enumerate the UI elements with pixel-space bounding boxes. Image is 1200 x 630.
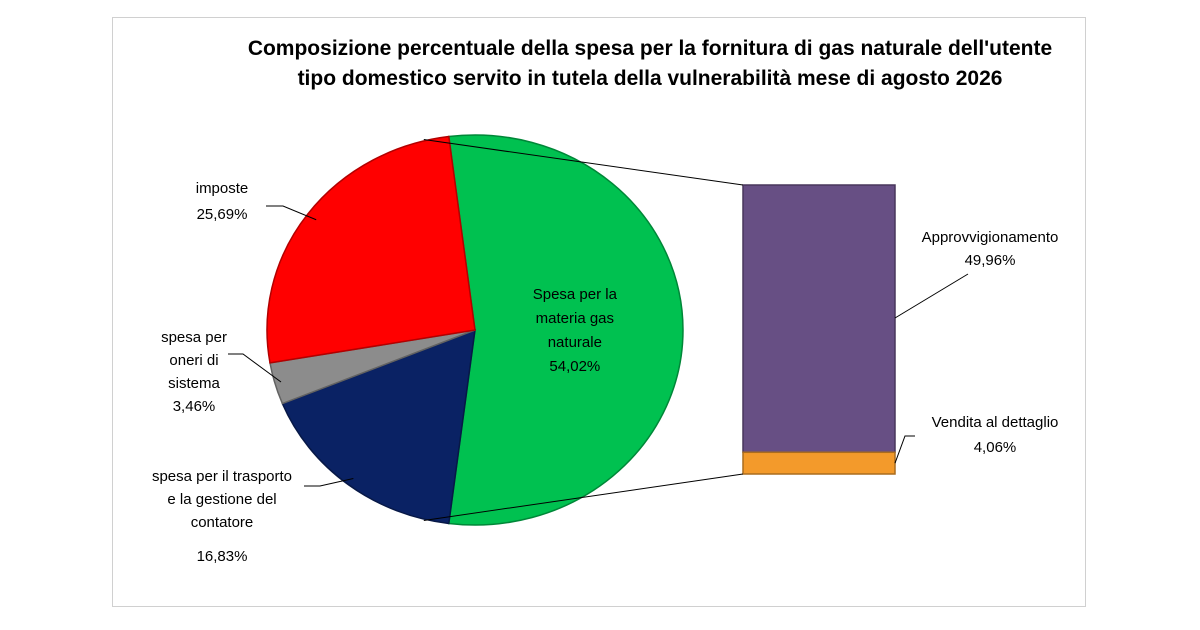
pie-slice-imposte xyxy=(266,135,476,364)
pie-label-trasporto-line-3: contatore xyxy=(191,514,254,531)
leader-line-oneri-sistema xyxy=(228,353,282,383)
pie-slice-materia-gas xyxy=(447,134,684,526)
pie-value-materia-gas: 54,02% xyxy=(549,358,600,375)
pie-value-trasporto: 16,83% xyxy=(197,548,248,565)
pie-label-trasporto-line-1: spesa per il trasporto xyxy=(152,468,292,485)
pie-label-oneri-sistema-line-2: oneri di xyxy=(169,352,218,369)
bar-label-vendita-dettaglio: Vendita al dettaglio xyxy=(932,414,1059,431)
bar-label-approvvigionamento: Approvvigionamento xyxy=(922,229,1059,246)
pie-value-oneri-sistema: 3,46% xyxy=(173,398,216,415)
pie-label-oneri-sistema-line-1: spesa per xyxy=(161,329,227,346)
pie-label-oneri-sistema-line-3: sistema xyxy=(168,375,220,392)
connector-line-bottom xyxy=(423,473,744,521)
bar-value-vendita-dettaglio: 4,06% xyxy=(974,439,1017,456)
pie-value-imposte: 25,69% xyxy=(197,206,248,223)
bar-segment-vendita-dettaglio xyxy=(742,451,896,475)
pie-label-trasporto-line-2: e la gestione del xyxy=(167,491,276,508)
pie-label-materia-gas-line-1: Spesa per la xyxy=(533,286,618,303)
bar-segment-approvvigionamento xyxy=(742,184,896,454)
chart-title: Composizione percentuale della spesa per… xyxy=(247,37,1053,90)
connector-line-top xyxy=(423,139,744,186)
leader-line-approvvigionamento xyxy=(894,273,969,319)
leader-line-imposte xyxy=(266,205,317,221)
pie-label-materia-gas-line-3: naturale xyxy=(548,334,602,351)
pie-label-imposte-line-1: imposte xyxy=(196,180,249,197)
pie-label-materia-gas-line-2: materia gas xyxy=(536,310,614,327)
leader-line-vendita-dettaglio xyxy=(894,435,915,464)
bar-value-approvvigionamento: 49,96% xyxy=(965,252,1016,269)
leader-line-trasporto xyxy=(304,477,354,487)
